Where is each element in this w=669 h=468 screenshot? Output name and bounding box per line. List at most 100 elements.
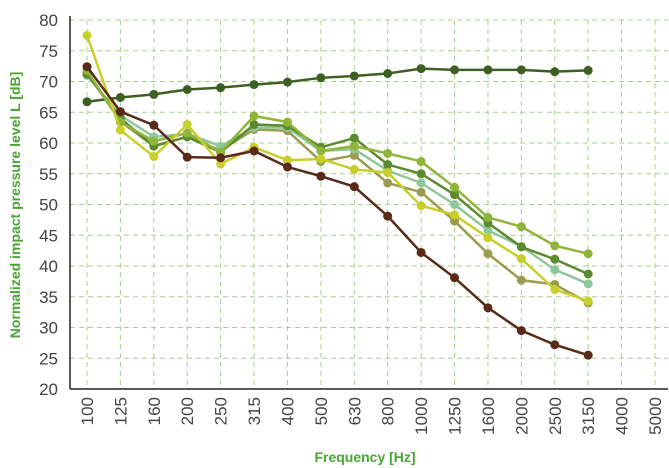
data-point	[249, 80, 259, 90]
x-tick-label: 1600	[479, 397, 498, 435]
data-point	[115, 92, 125, 102]
data-point	[516, 275, 526, 285]
y-tick-label: 45	[39, 226, 58, 245]
data-point	[450, 65, 460, 75]
y-axis-title: Normalized impact pressure level L [dB]	[7, 72, 23, 339]
data-point	[550, 265, 560, 275]
data-point	[483, 65, 493, 75]
data-point	[450, 210, 460, 220]
x-tick-label: 125	[111, 397, 130, 425]
data-point	[450, 182, 460, 192]
data-point	[316, 154, 326, 164]
data-point	[583, 249, 593, 259]
data-point	[416, 247, 426, 257]
y-tick-label: 70	[39, 73, 58, 92]
data-point	[416, 187, 426, 197]
data-point	[149, 89, 159, 99]
y-tick-label: 60	[39, 134, 58, 153]
data-point	[182, 152, 192, 162]
data-point	[583, 350, 593, 360]
data-point	[583, 296, 593, 306]
data-point	[550, 67, 560, 77]
x-axis-title: Frequency [Hz]	[314, 449, 415, 465]
data-point	[383, 69, 393, 79]
data-point	[282, 162, 292, 172]
data-point	[516, 242, 526, 252]
y-tick-label: 30	[39, 319, 58, 338]
data-point	[383, 148, 393, 158]
data-point	[249, 120, 259, 130]
data-point	[182, 84, 192, 94]
series-line	[85, 34, 589, 303]
data-point	[483, 249, 493, 259]
data-point	[282, 77, 292, 87]
data-point	[282, 117, 292, 127]
data-point	[450, 216, 460, 226]
data-point	[416, 156, 426, 166]
data-point	[550, 254, 560, 264]
y-tick-label: 80	[39, 11, 58, 30]
y-tick-label: 25	[39, 349, 58, 368]
data-point	[349, 71, 359, 81]
x-tick-label: 2500	[546, 397, 565, 435]
series-line	[85, 69, 589, 255]
x-tick-label: 2000	[512, 397, 531, 435]
data-point	[216, 159, 226, 169]
data-point	[516, 326, 526, 336]
data-point	[383, 168, 393, 178]
data-point	[349, 164, 359, 174]
data-point	[416, 64, 426, 74]
data-point	[216, 153, 226, 163]
y-tick-label: 50	[39, 196, 58, 215]
data-point	[82, 30, 92, 40]
data-point	[216, 83, 226, 93]
y-tick-label: 35	[39, 288, 58, 307]
series-line	[85, 71, 589, 304]
data-point	[516, 254, 526, 264]
data-point	[349, 150, 359, 160]
data-point	[383, 178, 393, 188]
x-tick-label: 5000	[646, 397, 665, 435]
data-point	[550, 340, 560, 350]
data-point	[450, 200, 460, 209]
data-point	[450, 273, 460, 283]
data-point	[115, 125, 125, 135]
x-tick-label: 160	[145, 397, 164, 425]
data-point	[149, 136, 159, 146]
data-point	[583, 269, 593, 279]
x-tick-label: 100	[78, 397, 97, 425]
x-tick-label: 800	[379, 397, 398, 425]
x-tick-label: 315	[245, 397, 264, 425]
x-tick-label: 500	[312, 397, 331, 425]
data-point	[182, 120, 192, 130]
x-tick-label: 1250	[446, 397, 465, 435]
data-point	[316, 73, 326, 83]
x-tick-label: 630	[345, 397, 364, 425]
data-point	[383, 211, 393, 221]
data-point	[416, 169, 426, 179]
x-tick-label: 400	[278, 397, 297, 425]
data-point	[316, 171, 326, 181]
data-point	[550, 241, 560, 251]
y-tick-label: 55	[39, 165, 58, 184]
y-tick-label: 40	[39, 257, 58, 276]
data-point	[550, 284, 560, 294]
series-line	[86, 74, 589, 285]
data-point	[249, 146, 259, 156]
series-line	[86, 67, 589, 104]
data-point	[349, 182, 359, 192]
data-point	[383, 160, 393, 170]
x-tick-label: 4000	[613, 397, 632, 435]
y-tick-label: 20	[39, 380, 58, 399]
data-point	[583, 279, 593, 289]
y-tick-label: 75	[39, 42, 58, 61]
data-point	[249, 111, 259, 121]
data-point	[416, 178, 426, 188]
data-point	[483, 233, 493, 243]
data-point	[483, 303, 493, 313]
data-point	[516, 222, 526, 232]
data-point	[349, 141, 359, 151]
data-point	[149, 152, 159, 162]
data-point	[282, 155, 292, 165]
